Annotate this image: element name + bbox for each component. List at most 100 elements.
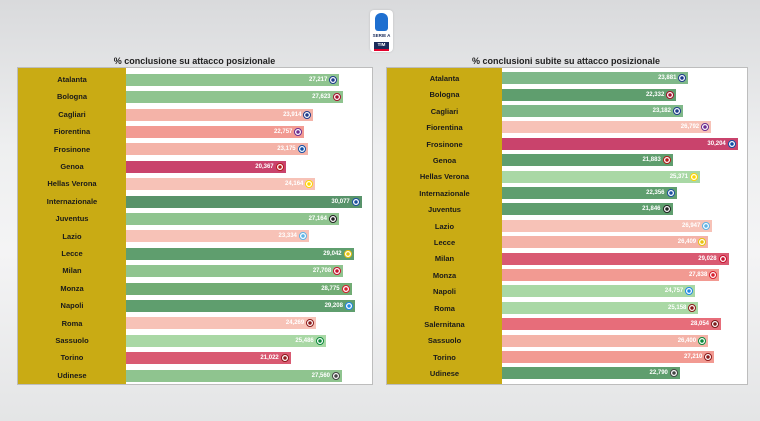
value-label-left: 27,708 xyxy=(312,268,332,275)
bar-right xyxy=(502,269,720,281)
bar-right xyxy=(502,301,699,314)
team-crest-icon xyxy=(666,90,675,99)
team-crest-icon xyxy=(662,156,671,165)
team-label-right: Atalanta xyxy=(429,74,460,83)
team-label-right: Sassuolo xyxy=(427,336,462,346)
team-label-left: Internazionale xyxy=(46,196,98,206)
team-crest-icon xyxy=(662,205,671,214)
team-crest-icon xyxy=(303,110,312,119)
value-label-right: 25,158 xyxy=(668,304,687,311)
bar-left xyxy=(126,352,291,365)
value-label-left: 24,269 xyxy=(285,320,305,327)
value-label-left: 23,334 xyxy=(278,233,297,240)
team-label-right: Roma xyxy=(434,303,455,313)
bar-right xyxy=(502,219,713,232)
team-crest-icon xyxy=(275,162,284,171)
value-label-right: 23,881 xyxy=(658,75,677,82)
bar-left xyxy=(126,195,362,208)
team-crest-icon xyxy=(698,238,707,247)
team-label-left: Milan xyxy=(62,266,82,276)
chart-panel-left: Atalanta 27,217 Bologna 27,623 Cagliari 23,91… xyxy=(17,67,373,385)
bar-left xyxy=(126,178,316,191)
bar-right xyxy=(502,88,677,101)
value-label-left: 23,914 xyxy=(283,111,302,118)
team-crest-icon xyxy=(709,271,718,279)
logo-text: SERIE A xyxy=(372,33,391,38)
team-label-right: Internazionale xyxy=(419,188,470,198)
team-crest-icon xyxy=(672,107,681,115)
value-label-right: 25,371 xyxy=(669,173,689,180)
value-label-left: 29,042 xyxy=(323,250,342,257)
value-label-left: 30,077 xyxy=(331,198,350,205)
team-label-left: Cagliari xyxy=(58,109,86,119)
team-label-right: Milan xyxy=(434,254,455,264)
bar-left xyxy=(126,212,339,225)
team-crest-icon xyxy=(690,172,699,181)
team-label-left: Lecce xyxy=(61,249,83,258)
bar-left xyxy=(126,369,343,382)
team-label-right: Fiorentina xyxy=(426,123,463,133)
value-label-left: 28,775 xyxy=(321,285,340,292)
bar-right xyxy=(502,367,680,380)
value-label-right: 26,947 xyxy=(682,222,701,229)
team-crest-icon xyxy=(315,336,324,345)
team-crest-icon xyxy=(344,301,353,310)
value-label-right: 27,210 xyxy=(684,354,703,360)
team-crest-icon xyxy=(305,180,314,189)
team-crest-icon xyxy=(306,319,315,328)
team-crest-icon xyxy=(704,353,713,361)
value-label-right: 22,332 xyxy=(645,91,665,98)
bar-left xyxy=(126,91,343,104)
team-label-right: Cagliari xyxy=(430,106,459,116)
team-crest-icon xyxy=(685,287,694,296)
value-label-right: 21,883 xyxy=(642,157,661,164)
team-label-left: Sassuolo xyxy=(55,336,89,345)
bar-left xyxy=(126,125,305,138)
value-label-left: 25,486 xyxy=(295,337,314,344)
value-label-right: 23,182 xyxy=(652,108,671,114)
bar-right xyxy=(502,351,715,363)
bar-right xyxy=(502,137,738,150)
value-label-right: 24,757 xyxy=(664,288,684,295)
team-crest-icon xyxy=(329,75,338,84)
bar-right xyxy=(502,187,677,199)
bar-left xyxy=(126,108,314,121)
bar-left xyxy=(126,160,286,173)
team-label-right: Juventus xyxy=(428,205,461,215)
value-label-left: 20,367 xyxy=(255,163,274,170)
team-crest-icon xyxy=(727,139,736,148)
chart-title-left: % conclusione su attacco posizionale xyxy=(113,56,276,66)
team-label-right: Salernitana xyxy=(424,320,465,329)
team-label-right: Lecce xyxy=(433,238,456,247)
team-label-column-left xyxy=(18,68,126,384)
team-crest-icon xyxy=(702,221,711,230)
bar-right xyxy=(502,121,712,134)
value-label-right: 26,409 xyxy=(677,239,697,246)
value-label-left: 27,217 xyxy=(308,76,328,83)
bar-right xyxy=(502,236,709,249)
bar-left xyxy=(126,265,344,278)
team-crest-icon xyxy=(341,284,350,293)
value-label-left: 27,623 xyxy=(312,94,331,101)
bar-right xyxy=(502,105,683,117)
team-label-left: Roma xyxy=(61,318,83,328)
bar-left xyxy=(126,73,340,86)
team-label-column-right xyxy=(387,68,502,384)
value-label-right: 21,846 xyxy=(642,206,661,213)
logo-sponsor: TIM xyxy=(374,42,389,51)
value-label-right: 22,790 xyxy=(649,370,668,377)
team-crest-icon xyxy=(711,320,719,329)
team-label-right: Bologna xyxy=(429,90,460,100)
team-crest-icon xyxy=(351,197,360,206)
team-crest-icon xyxy=(701,123,710,132)
value-label-right: 30,204 xyxy=(707,140,726,147)
value-label-right: 28,054 xyxy=(690,321,709,328)
value-label-left: 23,175 xyxy=(277,146,296,153)
team-label-right: Monza xyxy=(432,270,457,280)
team-label-left: Juventus xyxy=(55,214,89,224)
team-label-left: Hellas Verona xyxy=(47,179,97,189)
serie-a-logo-icon xyxy=(375,13,388,31)
value-label-left: 24,164 xyxy=(285,181,304,188)
team-crest-icon xyxy=(718,254,727,263)
bar-right xyxy=(502,154,673,167)
